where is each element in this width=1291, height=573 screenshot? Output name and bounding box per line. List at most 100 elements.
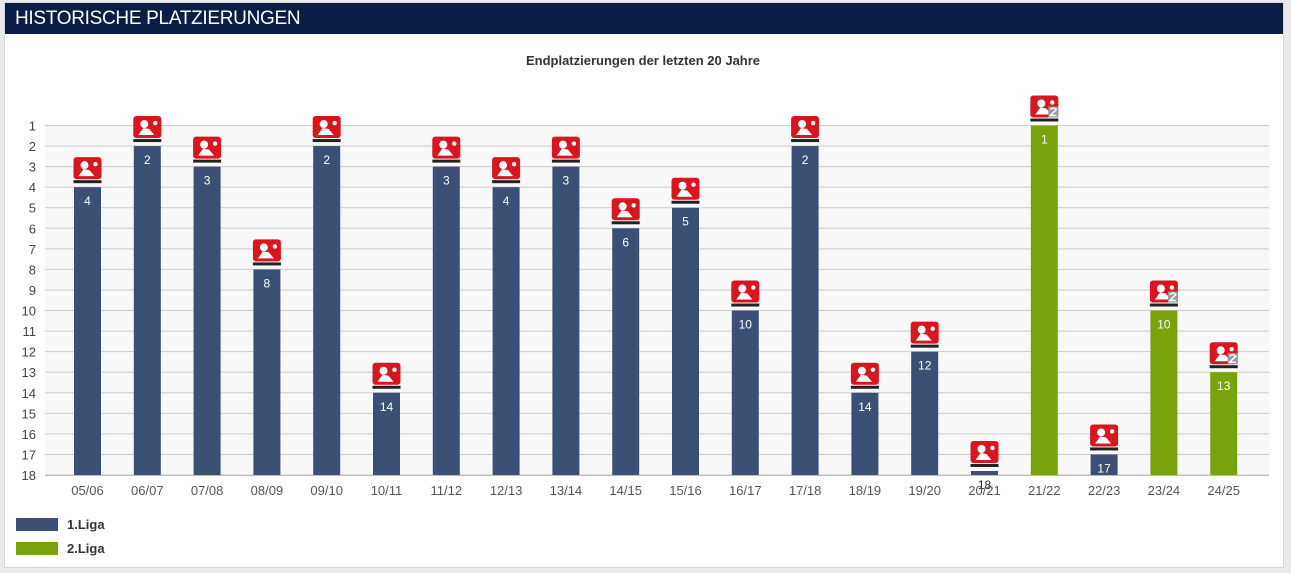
y-tick-label: 7 bbox=[29, 242, 36, 257]
y-tick-label: 3 bbox=[29, 160, 36, 175]
bar-value-label: 10 bbox=[739, 318, 753, 332]
bar-value-label: 5 bbox=[682, 215, 689, 229]
bar-value-label: 4 bbox=[503, 194, 510, 208]
bar-value-label: 3 bbox=[563, 174, 570, 188]
bundesliga-logo-icon bbox=[193, 136, 222, 163]
bundesliga-logo-icon bbox=[611, 198, 640, 225]
legend-item-liga2[interactable]: 2.Liga bbox=[16, 536, 105, 560]
y-tick-label: 15 bbox=[22, 406, 36, 421]
x-tick-label: 06/07 bbox=[131, 483, 164, 498]
y-tick-label: 10 bbox=[22, 304, 36, 319]
x-tick-label: 17/18 bbox=[789, 483, 822, 498]
bar-value-label: 10 bbox=[1157, 318, 1171, 332]
bundesliga-logo-icon bbox=[850, 362, 879, 389]
plot-area bbox=[45, 125, 1269, 475]
x-tick-label: 16/17 bbox=[729, 483, 762, 498]
y-tick-label: 12 bbox=[22, 345, 36, 360]
bar-value-label: 8 bbox=[264, 276, 271, 290]
bundesliga-logo-icon bbox=[791, 116, 820, 143]
y-tick-label: 5 bbox=[29, 201, 36, 216]
x-tick-label: 20/21 bbox=[968, 483, 1001, 498]
bar-value-label: 13 bbox=[1217, 379, 1231, 393]
bundesliga-logo-icon bbox=[372, 362, 401, 389]
bar bbox=[612, 228, 640, 475]
y-tick-label: 17 bbox=[22, 447, 36, 462]
bundesliga-logo-icon bbox=[1090, 424, 1119, 451]
x-tick-label: 22/23 bbox=[1088, 483, 1121, 498]
bar bbox=[432, 166, 460, 475]
x-tick-label: 15/16 bbox=[669, 483, 702, 498]
bar bbox=[1150, 310, 1178, 475]
legend: 1.Liga 2.Liga bbox=[16, 512, 105, 560]
y-tick-label: 11 bbox=[23, 324, 37, 339]
bundesliga-logo-icon bbox=[492, 157, 521, 184]
bar-value-label: 6 bbox=[622, 235, 629, 249]
bundesliga-logo-icon bbox=[312, 116, 341, 143]
bundesliga-logo-icon bbox=[910, 321, 939, 348]
bundesliga-logo-icon bbox=[133, 116, 162, 143]
bar bbox=[731, 310, 759, 475]
y-tick-label: 13 bbox=[22, 365, 36, 380]
bar bbox=[373, 392, 400, 475]
chart-title: Endplatzierungen der letzten 20 Jahre bbox=[526, 53, 760, 68]
y-tick-label: 6 bbox=[29, 221, 36, 236]
x-tick-label: 11/12 bbox=[431, 483, 463, 498]
bar bbox=[971, 471, 998, 475]
bar-value-label: 2 bbox=[802, 153, 809, 167]
bar-value-label: 14 bbox=[380, 400, 394, 414]
x-tick-label: 19/20 bbox=[908, 483, 941, 498]
bar-value-label: 12 bbox=[918, 359, 932, 373]
x-tick-label: 14/15 bbox=[609, 483, 642, 498]
bar bbox=[1090, 454, 1118, 475]
x-tick-label: 24/25 bbox=[1207, 483, 1240, 498]
bundesliga2-logo-icon bbox=[1149, 280, 1178, 307]
legend-label-liga2: 2.Liga bbox=[67, 540, 105, 556]
legend-label-liga1: 1.Liga bbox=[67, 516, 105, 532]
bundesliga2-logo-icon bbox=[1209, 342, 1238, 369]
x-tick-label: 09/10 bbox=[310, 483, 343, 498]
bundesliga2-logo-icon bbox=[1030, 95, 1059, 122]
bar-value-label: 14 bbox=[858, 400, 872, 414]
bar-value-label: 18 bbox=[978, 478, 992, 492]
x-tick-label: 18/19 bbox=[849, 483, 882, 498]
bar bbox=[193, 166, 221, 475]
bar bbox=[133, 146, 161, 475]
bar-value-label: 1 bbox=[1041, 133, 1048, 147]
bundesliga-logo-icon bbox=[970, 441, 999, 467]
bar-value-label: 3 bbox=[443, 174, 450, 188]
bar bbox=[1030, 125, 1058, 475]
y-tick-label: 14 bbox=[22, 386, 36, 401]
bundesliga-logo-icon bbox=[73, 157, 102, 184]
x-tick-label: 05/06 bbox=[71, 483, 104, 498]
bundesliga-logo-icon bbox=[671, 177, 700, 204]
bar bbox=[851, 392, 879, 475]
bundesliga-logo-icon bbox=[252, 239, 281, 266]
legend-swatch-liga2 bbox=[16, 541, 58, 555]
bar-value-label: 2 bbox=[323, 153, 330, 167]
bundesliga-logo-icon bbox=[731, 280, 760, 307]
bar bbox=[672, 207, 699, 475]
x-tick-label: 10/11 bbox=[371, 483, 403, 498]
bar bbox=[1210, 372, 1238, 475]
bar bbox=[74, 187, 101, 476]
y-tick-label: 18 bbox=[22, 468, 36, 483]
bar bbox=[492, 187, 520, 476]
bar-value-label: 2 bbox=[144, 153, 151, 167]
bar-value-label: 17 bbox=[1097, 461, 1111, 475]
bar-value-label: 4 bbox=[84, 194, 91, 208]
bar bbox=[791, 146, 819, 475]
x-tick-label: 12/13 bbox=[490, 483, 523, 498]
y-tick-label: 16 bbox=[22, 427, 36, 442]
bar bbox=[911, 351, 939, 475]
x-tick-label: 13/14 bbox=[550, 483, 583, 498]
y-tick-label: 1 bbox=[29, 119, 36, 134]
x-tick-label: 23/24 bbox=[1148, 483, 1181, 498]
x-tick-label: 07/08 bbox=[191, 483, 224, 498]
legend-item-liga1[interactable]: 1.Liga bbox=[16, 512, 105, 536]
bar bbox=[313, 146, 341, 475]
y-tick-label: 8 bbox=[29, 262, 36, 277]
bar-value-label: 3 bbox=[204, 174, 211, 188]
bar bbox=[253, 269, 281, 475]
y-tick-label: 4 bbox=[29, 180, 36, 195]
